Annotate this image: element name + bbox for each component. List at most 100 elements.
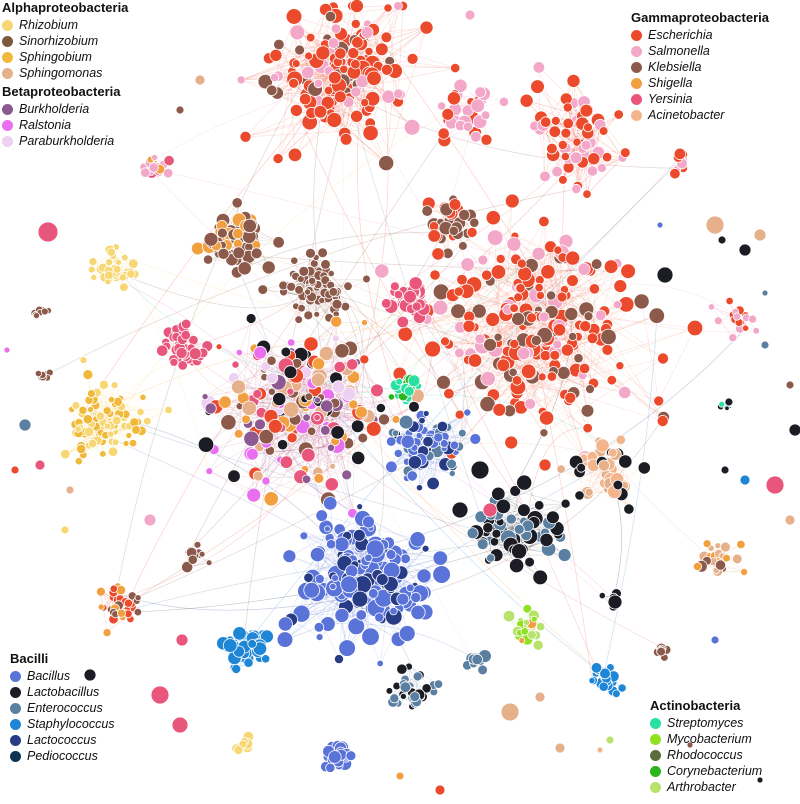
network-edge bbox=[550, 246, 565, 290]
network-node bbox=[313, 78, 324, 89]
network-node bbox=[550, 116, 561, 126]
network-edge bbox=[579, 324, 625, 393]
network-edge bbox=[245, 127, 413, 138]
network-edge bbox=[78, 453, 103, 462]
network-node bbox=[597, 163, 607, 173]
network-node bbox=[285, 8, 303, 25]
network-edge bbox=[82, 409, 509, 539]
network-edge bbox=[525, 285, 621, 311]
network-edge bbox=[128, 154, 684, 604]
network-edge bbox=[490, 268, 587, 282]
network-node bbox=[339, 133, 353, 146]
network-edge bbox=[389, 5, 399, 62]
network-node bbox=[462, 121, 474, 132]
network-node bbox=[266, 84, 278, 97]
network-edge bbox=[560, 468, 630, 510]
network-edge bbox=[385, 27, 427, 164]
network-edge bbox=[327, 402, 623, 689]
network-node bbox=[273, 38, 285, 51]
network-edge bbox=[218, 253, 629, 272]
network-node bbox=[327, 70, 342, 85]
network-edge bbox=[305, 399, 333, 485]
network-edge bbox=[543, 358, 664, 434]
network-edge bbox=[335, 322, 397, 420]
network-node bbox=[530, 79, 545, 94]
network-node bbox=[350, 58, 361, 70]
network-edge bbox=[293, 16, 456, 69]
network-node bbox=[393, 1, 403, 11]
network-node bbox=[437, 127, 450, 140]
network-node bbox=[272, 153, 284, 165]
network-edge bbox=[405, 285, 530, 335]
network-node bbox=[339, 64, 349, 74]
network-edge bbox=[582, 375, 588, 429]
network-node bbox=[350, 86, 362, 98]
network-edge bbox=[474, 360, 588, 429]
network-edge bbox=[432, 348, 571, 399]
network-edge bbox=[265, 480, 329, 500]
network-edge bbox=[103, 384, 143, 398]
network-node bbox=[294, 44, 306, 56]
network-node bbox=[453, 78, 468, 93]
network-node bbox=[579, 103, 594, 118]
network-edge bbox=[252, 326, 475, 455]
network-edge bbox=[294, 70, 396, 156]
network-node bbox=[601, 151, 613, 163]
network-node bbox=[540, 116, 552, 128]
network-node bbox=[560, 152, 571, 162]
network-edge bbox=[603, 130, 623, 158]
network-edge bbox=[488, 378, 574, 394]
network-node bbox=[571, 183, 582, 195]
network-node bbox=[381, 89, 396, 104]
network-node bbox=[288, 77, 300, 89]
network-node bbox=[566, 73, 581, 88]
network-node bbox=[257, 73, 274, 90]
network-edge bbox=[345, 306, 385, 549]
network-edge bbox=[514, 490, 524, 550]
network-node bbox=[350, 109, 364, 123]
network-edge bbox=[467, 264, 757, 333]
network-edge bbox=[590, 134, 623, 159]
network-node bbox=[362, 124, 379, 142]
network-edge bbox=[459, 243, 515, 354]
network-node bbox=[403, 119, 421, 136]
network-node bbox=[613, 109, 624, 120]
network-node bbox=[562, 117, 574, 130]
network-edge bbox=[613, 491, 622, 598]
network-node bbox=[360, 26, 374, 39]
network-edge bbox=[346, 90, 684, 169]
network-node bbox=[360, 98, 370, 108]
network-edge bbox=[209, 470, 254, 496]
network-node bbox=[470, 98, 486, 113]
network-node bbox=[323, 85, 334, 96]
network-node bbox=[351, 36, 364, 49]
network-node bbox=[474, 86, 487, 99]
network-node bbox=[326, 112, 343, 128]
network-edge bbox=[434, 243, 515, 274]
network-edge bbox=[482, 259, 547, 419]
network-edge bbox=[641, 301, 659, 401]
network-node bbox=[532, 61, 546, 74]
network-node bbox=[301, 65, 315, 80]
network-node bbox=[583, 122, 593, 133]
network-node bbox=[558, 175, 568, 185]
network-edge bbox=[526, 100, 582, 117]
network-node bbox=[327, 37, 340, 49]
network-node bbox=[374, 42, 389, 57]
network-edge bbox=[274, 16, 295, 78]
network-edge bbox=[143, 166, 516, 260]
network-edge bbox=[539, 128, 546, 177]
network-edge bbox=[517, 358, 664, 394]
network-node bbox=[548, 125, 562, 138]
network-edge bbox=[459, 360, 476, 415]
network-node bbox=[436, 101, 447, 111]
network-node bbox=[287, 147, 303, 163]
network-edge bbox=[426, 310, 533, 342]
network-node bbox=[350, 18, 361, 29]
network-edge bbox=[327, 23, 368, 39]
network-node bbox=[406, 53, 419, 65]
network-edge bbox=[385, 70, 396, 164]
network-node bbox=[562, 102, 573, 113]
network-edge bbox=[542, 376, 553, 412]
